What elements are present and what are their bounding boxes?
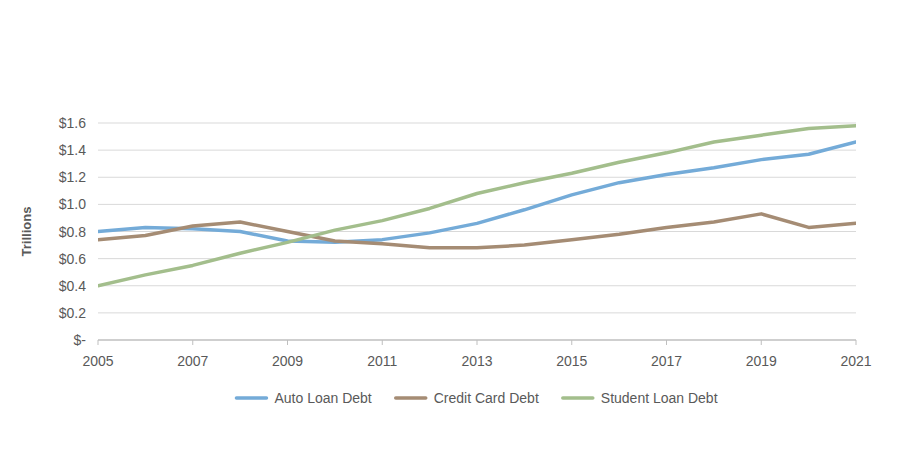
legend-label: Student Loan Debt bbox=[601, 390, 718, 406]
x-tick bbox=[666, 340, 667, 345]
y-tick-label: $1.0 bbox=[59, 196, 86, 212]
x-tick-label: 2013 bbox=[461, 353, 492, 369]
legend-swatch bbox=[236, 396, 266, 400]
legend-item: Auto Loan Debt bbox=[236, 390, 371, 406]
legend-label: Auto Loan Debt bbox=[274, 390, 371, 406]
y-tick-label: $1.4 bbox=[59, 142, 86, 158]
legend-item: Credit Card Debt bbox=[396, 390, 539, 406]
grid-line bbox=[98, 123, 856, 124]
x-tick-label: 2015 bbox=[556, 353, 587, 369]
legend-swatch bbox=[396, 396, 426, 400]
x-tick bbox=[287, 340, 288, 345]
plot-area bbox=[98, 126, 856, 286]
chart: $- $0.2 $0.4 $0.6 $0.8 $1.0 $1.2 $1.4 $1.6 2005 20… bbox=[0, 0, 900, 450]
grid-line bbox=[98, 150, 856, 151]
x-tick-label: 2021 bbox=[840, 353, 871, 369]
y-tick-label: $- bbox=[74, 332, 87, 348]
x-tick-label: 2019 bbox=[746, 353, 777, 369]
x-tick-label: 2011 bbox=[367, 353, 397, 369]
legend: Auto Loan Debt Credit Card Debt Student Lo… bbox=[236, 390, 717, 406]
x-tick bbox=[761, 340, 762, 345]
grid bbox=[98, 123, 856, 340]
x-tick bbox=[98, 340, 99, 345]
x-tick bbox=[571, 340, 572, 345]
grid-line bbox=[98, 177, 856, 178]
legend-swatch bbox=[563, 396, 593, 400]
y-tick-label: $0.2 bbox=[59, 305, 86, 321]
x-tick-label: 2005 bbox=[82, 353, 113, 369]
y-tick-label: $0.8 bbox=[59, 224, 86, 240]
x-tick-label: 2007 bbox=[177, 353, 208, 369]
x-tick bbox=[382, 340, 383, 345]
legend-item: Student Loan Debt bbox=[563, 390, 718, 406]
y-tick-label: $1.2 bbox=[59, 169, 86, 185]
grid-line bbox=[98, 312, 856, 313]
grid-line bbox=[98, 285, 856, 286]
grid-line bbox=[98, 204, 856, 205]
y-tick-label: $0.6 bbox=[59, 251, 86, 267]
y-tick-label: $1.6 bbox=[59, 115, 86, 131]
series-line bbox=[98, 214, 856, 248]
x-tick bbox=[192, 340, 193, 345]
y-axis-label: Trillions bbox=[19, 207, 34, 257]
x-tick-label: 2017 bbox=[651, 353, 682, 369]
x-tick bbox=[856, 340, 857, 345]
x-tick bbox=[477, 340, 478, 345]
y-tick-label: $0.4 bbox=[59, 278, 86, 294]
legend-label: Credit Card Debt bbox=[434, 390, 539, 406]
x-tick-label: 2009 bbox=[272, 353, 303, 369]
series-line bbox=[98, 126, 856, 286]
